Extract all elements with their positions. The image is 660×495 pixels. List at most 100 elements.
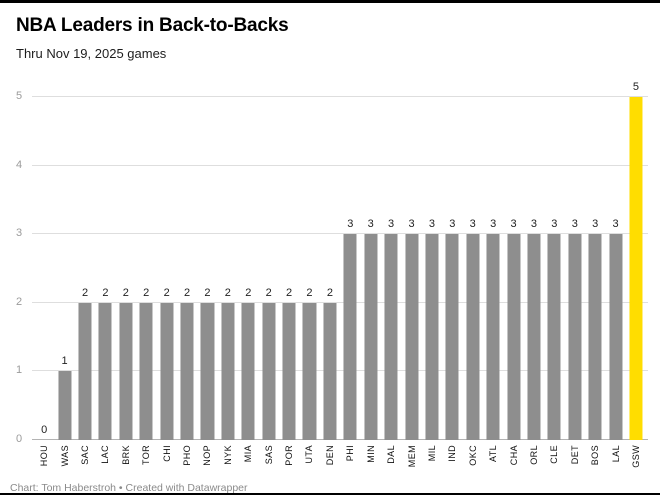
bar-column: 3 <box>565 97 585 440</box>
y-tick-label: 4 <box>16 158 23 171</box>
y-tick-label: 2 <box>16 295 23 308</box>
x-tick-label: UTA <box>304 445 315 464</box>
bar-column: 3 <box>401 97 421 440</box>
bar-value-label: 3 <box>510 218 517 231</box>
x-axis-baseline <box>32 439 648 440</box>
bar-column: 3 <box>605 97 625 440</box>
x-tick-label: LAC <box>100 445 111 464</box>
x-tick-label: POR <box>284 445 295 466</box>
bar-mia <box>241 302 255 440</box>
bar-atl <box>486 234 500 440</box>
x-tick-label: IND <box>447 445 458 462</box>
bar-value-label: 0 <box>41 424 48 436</box>
bar-column: 2 <box>218 97 238 440</box>
bar-value-label: 3 <box>490 218 497 231</box>
bar-value-label: 3 <box>530 218 538 231</box>
bar-value-label: 3 <box>367 218 374 231</box>
x-axis-labels: HOU WAS SAC LAC BRK TOR CHI PHO NOP NYK MIA SAS POR U… <box>32 440 648 476</box>
bar-lac <box>98 302 112 440</box>
gridline <box>32 96 648 97</box>
bar-column: 3 <box>524 97 544 440</box>
bar-column: 2 <box>320 97 340 440</box>
x-tick-label: BOS <box>590 445 601 466</box>
x-tick-label: MIA <box>243 445 254 463</box>
x-tick: NOP <box>197 440 217 466</box>
bar-value-label: 2 <box>306 286 313 299</box>
x-tick: OKC <box>463 440 483 466</box>
x-tick: DEN <box>320 440 340 465</box>
bottom-border <box>0 493 660 495</box>
bar-column: 2 <box>197 97 217 440</box>
x-tick: MIL <box>422 440 442 461</box>
x-tick: SAC <box>75 440 95 465</box>
x-tick-label: WAS <box>59 445 70 467</box>
gridline <box>32 370 648 372</box>
x-tick-label: PHI <box>345 445 356 462</box>
bar-value-label: 3 <box>571 218 578 231</box>
x-tick: UTA <box>299 440 319 464</box>
bar-column: 2 <box>238 97 258 440</box>
x-tick: MEM <box>401 440 421 467</box>
x-tick-label: TOR <box>141 445 152 466</box>
x-tick: BOS <box>585 440 605 465</box>
bar-det <box>568 234 582 440</box>
bar-column: 2 <box>116 97 136 440</box>
bar-value-label: 2 <box>122 286 129 299</box>
y-tick-label: 5 <box>16 90 23 102</box>
x-tick: CHI <box>156 440 176 462</box>
bar-value-label: 3 <box>612 218 619 231</box>
top-border <box>0 0 660 3</box>
bar-value-label: 2 <box>224 286 231 299</box>
bar-column: 2 <box>299 97 319 440</box>
x-tick: LAL <box>605 440 625 462</box>
y-tick-label: 0 <box>16 433 23 445</box>
bar-column: 3 <box>544 97 564 440</box>
bar-tor <box>139 302 153 440</box>
bar-lal <box>609 234 623 440</box>
bar-value-label: 2 <box>204 286 211 299</box>
bar-column: 3 <box>361 97 381 440</box>
bar-value-label: 2 <box>81 286 89 299</box>
gridline <box>32 164 648 166</box>
x-tick-label: MIN <box>365 445 376 463</box>
gridline <box>32 233 648 235</box>
x-tick: IND <box>442 440 462 462</box>
bar-cha <box>507 234 521 440</box>
y-tick-label: 1 <box>16 364 23 377</box>
bar-column: 3 <box>503 97 523 440</box>
attribution: Chart: Tom Haberstroh • Created with Dat… <box>10 482 248 494</box>
bar-value-label: 2 <box>102 286 109 299</box>
x-tick: PHO <box>177 440 197 466</box>
bar-phi <box>343 234 357 440</box>
x-tick-label: LAL <box>610 445 621 463</box>
bar-uta <box>302 302 317 440</box>
x-tick: DET <box>565 440 585 464</box>
x-tick: CHA <box>503 440 523 465</box>
bar-ind <box>445 234 459 440</box>
x-tick: MIA <box>238 440 258 462</box>
x-tick: DAL <box>381 440 401 464</box>
x-tick-label: CHI <box>161 445 172 462</box>
x-tick: CLE <box>544 440 564 464</box>
bar-value-label: 1 <box>61 355 68 368</box>
bar-den <box>323 302 337 440</box>
bar-column: 5 <box>626 81 646 440</box>
bar-value-label: 2 <box>183 286 191 299</box>
x-tick: MIN <box>361 440 381 463</box>
x-tick: HOU <box>34 440 54 466</box>
gridline <box>32 301 648 303</box>
bar-column: 0 <box>34 97 54 440</box>
x-tick: LAC <box>95 440 115 464</box>
x-tick: SAS <box>258 440 278 464</box>
bar-sac <box>78 302 92 440</box>
bar-value-label: 2 <box>326 286 333 299</box>
bar-value-label: 2 <box>245 286 252 299</box>
bar-column: 2 <box>136 97 156 440</box>
bar-orl <box>527 234 541 440</box>
x-tick-label: MEM <box>406 445 417 468</box>
x-tick: GSW <box>626 440 646 468</box>
x-tick: ATL <box>483 440 503 462</box>
x-tick-label: HOU <box>39 445 50 467</box>
x-tick-label: PHO <box>182 445 193 466</box>
